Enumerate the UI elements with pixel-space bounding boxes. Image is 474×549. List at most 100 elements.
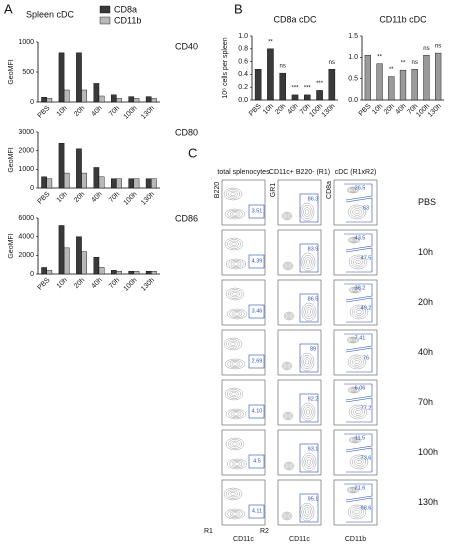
contour xyxy=(224,508,246,520)
y-tick-label: 1000 xyxy=(18,166,34,173)
contour xyxy=(347,204,367,220)
bar xyxy=(81,89,87,103)
x-tick-label: 20h xyxy=(73,191,86,204)
flow-plot: 21.6 68.6 xyxy=(333,479,378,526)
contour xyxy=(350,287,360,293)
x-tick-label: 70h xyxy=(108,277,121,290)
plot-frame xyxy=(333,229,378,276)
chart-title: CD80 xyxy=(175,127,198,137)
y-tick-label: 0 xyxy=(30,185,34,192)
contour xyxy=(228,340,238,348)
column-title: cDC (R1xR2) xyxy=(335,169,377,176)
bar xyxy=(151,178,157,189)
contour xyxy=(230,261,242,267)
bar xyxy=(46,178,53,189)
flow-plot: 11.5 73.6 xyxy=(333,429,378,476)
bar xyxy=(145,96,152,103)
y-tick-label: 3000 xyxy=(18,129,34,136)
y-tick-label: 0.6 xyxy=(238,58,248,65)
gate xyxy=(248,454,265,469)
region-label: R2 xyxy=(260,528,269,535)
bar xyxy=(41,96,47,103)
gate xyxy=(248,304,265,319)
contour xyxy=(282,261,294,271)
contour xyxy=(347,504,367,520)
gate-value: 93.1 xyxy=(308,446,319,452)
x-tick-label: 130h xyxy=(427,103,443,119)
contour xyxy=(349,304,369,320)
contour xyxy=(353,408,363,416)
contour xyxy=(348,187,358,193)
significance-label: ns xyxy=(280,64,286,70)
flow-plot: 86.5 xyxy=(277,279,322,326)
contour xyxy=(348,254,368,270)
bar xyxy=(93,257,100,275)
gate-value: 38.2 xyxy=(355,285,366,291)
contour xyxy=(285,214,289,218)
legend-label: CD8a xyxy=(114,4,137,14)
x-tick-label: 130h xyxy=(140,277,156,293)
panel-label: A xyxy=(4,1,13,16)
contour xyxy=(303,455,315,469)
contour xyxy=(347,386,361,394)
y-axis-label: GR1 xyxy=(270,183,277,198)
gate xyxy=(248,204,265,219)
contour xyxy=(283,212,291,220)
plot-frame xyxy=(333,329,378,376)
gate-value: 68.6 xyxy=(361,505,372,511)
bar xyxy=(81,172,87,189)
contour xyxy=(226,339,240,349)
contour xyxy=(229,511,241,517)
y-tick-label: 4000 xyxy=(18,234,34,241)
region-label: R1 xyxy=(204,528,213,535)
gate-value: 73.6 xyxy=(361,455,372,461)
bar xyxy=(63,89,70,103)
x-axis-label: CD11c xyxy=(233,536,254,543)
gate-value: 49.2 xyxy=(361,305,372,311)
flow-plot: 95.1 xyxy=(277,479,322,526)
legend-title: Spleen cDC xyxy=(26,9,75,19)
contour xyxy=(226,489,240,499)
x-tick-label: PBS xyxy=(37,191,52,206)
y-tick-label: 1.0 xyxy=(348,54,358,61)
contour xyxy=(349,454,369,470)
contour xyxy=(286,264,290,268)
contour xyxy=(305,509,309,515)
gate xyxy=(248,504,265,519)
contour xyxy=(352,306,366,318)
contour xyxy=(234,462,240,466)
bar xyxy=(76,148,82,189)
y-tick-label: 1.5 xyxy=(348,33,358,40)
bar xyxy=(128,178,135,189)
significance-label: ns xyxy=(412,60,418,66)
flow-plot: 4.11 xyxy=(221,479,266,526)
plot-frame xyxy=(221,179,266,226)
plot-frame xyxy=(333,179,378,226)
bar xyxy=(399,69,407,101)
contour xyxy=(305,307,313,317)
contour xyxy=(232,292,238,296)
contour xyxy=(281,511,293,521)
significance-label: ** xyxy=(389,67,394,73)
contour xyxy=(229,460,245,468)
contour xyxy=(225,437,245,451)
contour xyxy=(223,487,243,501)
row-label: 70h xyxy=(418,397,433,407)
bar xyxy=(98,95,105,103)
contour xyxy=(228,289,242,299)
contour xyxy=(285,312,293,320)
contour xyxy=(229,211,241,217)
gate xyxy=(344,383,373,401)
gate-value: 2.69 xyxy=(252,358,263,364)
contour xyxy=(224,358,246,370)
contour xyxy=(283,512,291,520)
gate xyxy=(345,447,373,473)
flow-plot: 3.46 xyxy=(221,279,266,326)
bar xyxy=(116,98,122,103)
gate-value: 21.6 xyxy=(355,485,366,491)
bar xyxy=(376,63,383,101)
contour xyxy=(284,513,290,519)
gate-value: 11.5 xyxy=(355,435,365,441)
contour xyxy=(286,463,292,469)
contour xyxy=(232,442,238,446)
